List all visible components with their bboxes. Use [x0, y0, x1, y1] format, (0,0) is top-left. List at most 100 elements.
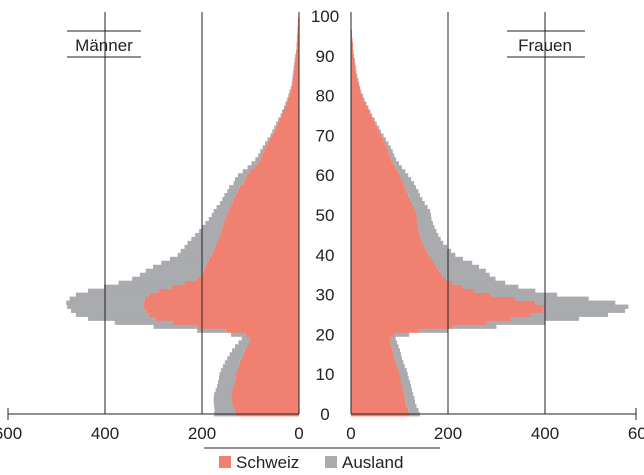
bar-men-ausland-age-50 — [211, 213, 227, 218]
age-tick-10: 10 — [316, 365, 335, 384]
bar-women-schweiz-age-13 — [351, 360, 396, 365]
bar-women-ausland-age-76 — [369, 109, 371, 114]
bar-men-ausland-age-32 — [104, 284, 172, 290]
bar-women-ausland-age-2 — [406, 404, 417, 409]
age-tick-0: 0 — [320, 405, 329, 424]
bar-women-schweiz-age-67 — [351, 145, 387, 150]
bar-women-schweiz-age-52 — [351, 205, 415, 210]
bar-women-schweiz-age-73 — [351, 121, 376, 126]
bar-men-ausland-age-62 — [247, 165, 255, 170]
bar-men-ausland-age-68 — [265, 141, 268, 146]
bar-women-schweiz-age-6 — [351, 388, 404, 393]
bar-men-ausland-age-12 — [222, 364, 239, 369]
bar-men-schweiz-age-33 — [184, 280, 299, 286]
bar-men-schweiz-age-38 — [206, 260, 299, 266]
bar-women-ausland-age-7 — [402, 384, 412, 389]
bar-men-schweiz-age-78 — [286, 101, 299, 106]
bar-men-ausland-age-65 — [258, 153, 263, 158]
bar-men-ausland-age-46 — [199, 228, 222, 234]
bar-women-schweiz-age-41 — [351, 248, 427, 254]
bar-women-ausland-age-48 — [417, 220, 433, 226]
bar-men-ausland-age-30 — [75, 292, 149, 297]
bar-men-schweiz-age-32 — [171, 284, 299, 290]
bar-men-ausland-age-31 — [88, 288, 159, 294]
bar-women-ausland-age-67 — [386, 145, 391, 150]
bar-women-ausland-age-12 — [397, 364, 405, 369]
bar-women-schweiz-age-33 — [351, 280, 453, 286]
bar-women-schweiz-age-29 — [351, 296, 516, 301]
bar-men-schweiz-age-55 — [235, 193, 299, 198]
bar-women-ausland-age-42 — [424, 244, 448, 250]
bar-women-ausland-age-80 — [362, 93, 364, 98]
bar-women-ausland-age-52 — [414, 205, 428, 210]
axes — [7, 12, 637, 420]
bar-men-schweiz-age-26 — [146, 308, 299, 313]
bar-men-ausland-age-45 — [195, 232, 221, 238]
bar-men-ausland-age-59 — [234, 177, 245, 182]
bar-women-schweiz-age-63 — [351, 161, 394, 166]
bar-men-schweiz-age-11 — [236, 368, 299, 373]
bar-men-ausland-age-48 — [205, 220, 224, 226]
bar-women-schweiz-age-43 — [351, 240, 423, 246]
bar-men-ausland-age-47 — [202, 224, 223, 230]
bar-men-schweiz-age-71 — [274, 129, 299, 134]
bar-women-schweiz-age-9 — [351, 376, 401, 381]
bar-men-ausland-age-44 — [191, 236, 219, 242]
bar-women-schweiz-age-18 — [351, 340, 391, 345]
bar-men-schweiz-age-31 — [158, 288, 299, 294]
bar-women-ausland-age-55 — [408, 193, 420, 198]
bar-men-ausland-age-25 — [75, 312, 149, 317]
bar-men-schweiz-age-46 — [221, 228, 299, 234]
bar-women-ausland-age-66 — [388, 149, 393, 154]
bar-women-ausland-age-35 — [442, 272, 490, 278]
bar-men-schweiz-age-88 — [294, 61, 299, 67]
bar-men-schweiz-age-49 — [225, 216, 299, 222]
bar-women-schweiz-age-77 — [351, 105, 368, 110]
x-tick-women-600: 600 — [628, 424, 644, 443]
bar-women-schweiz-age-5 — [351, 392, 405, 397]
bar-women-ausland-age-71 — [379, 129, 382, 134]
bar-women-ausland-age-23 — [486, 320, 545, 325]
bar-men-ausland-age-60 — [237, 173, 247, 178]
bar-women-ausland-age-46 — [418, 228, 437, 234]
bar-men-ausland-age-42 — [184, 244, 216, 250]
bar-women-ausland-age-4 — [405, 396, 415, 401]
bar-men-ausland-age-19 — [241, 336, 251, 341]
bar-women-schweiz-age-14 — [351, 356, 395, 361]
bar-men-schweiz-age-47 — [222, 224, 299, 230]
bar-men-ausland-age-61 — [242, 169, 251, 174]
bar-men-ausland-age-13 — [224, 360, 240, 365]
bar-men-ausland-age-14 — [227, 356, 242, 361]
bar-men-schweiz-age-73 — [277, 121, 299, 126]
legend-swatch-schweiz — [219, 456, 231, 468]
x-tick-women-400: 400 — [531, 424, 559, 443]
bar-women-schweiz-age-30 — [351, 292, 492, 297]
bar-men-schweiz-age-14 — [241, 356, 299, 361]
bar-women-schweiz-age-38 — [351, 260, 435, 266]
bar-men-schweiz-age-42 — [215, 244, 299, 250]
bar-women-ausland-age-73 — [375, 121, 377, 126]
bar-men-schweiz-age-35 — [202, 272, 299, 278]
bar-women-ausland-age-10 — [399, 372, 408, 377]
bar-women-schweiz-age-90 — [351, 53, 354, 59]
bar-men-schweiz-age-58 — [243, 181, 299, 186]
bar-women-ausland-age-62 — [395, 165, 402, 170]
bar-men-ausland-age-67 — [262, 145, 267, 150]
bar-women-schweiz-age-32 — [351, 284, 463, 290]
bar-men-ausland-age-23 — [114, 320, 173, 325]
bar-women-ausland-age-1 — [408, 408, 419, 413]
bar-women-schweiz-age-93 — [351, 41, 353, 47]
bar-men-ausland-age-22 — [153, 324, 198, 329]
bar-women-ausland-age-21 — [418, 328, 448, 333]
bar-men-ausland-age-16 — [232, 348, 245, 353]
bar-women-schweiz-age-51 — [351, 209, 416, 214]
bar-men-ausland-age-72 — [274, 125, 277, 130]
bar-men-schweiz-age-82 — [291, 85, 299, 91]
bar-men-ausland-age-78 — [285, 101, 287, 106]
bar-women-schweiz-age-44 — [351, 236, 422, 242]
bar-men-schweiz-age-57 — [239, 185, 299, 190]
bar-women-ausland-age-64 — [391, 157, 397, 162]
bar-men-schweiz-age-81 — [290, 89, 299, 95]
bar-men-schweiz-age-13 — [239, 360, 299, 365]
bar-men-ausland-age-7 — [217, 384, 234, 389]
